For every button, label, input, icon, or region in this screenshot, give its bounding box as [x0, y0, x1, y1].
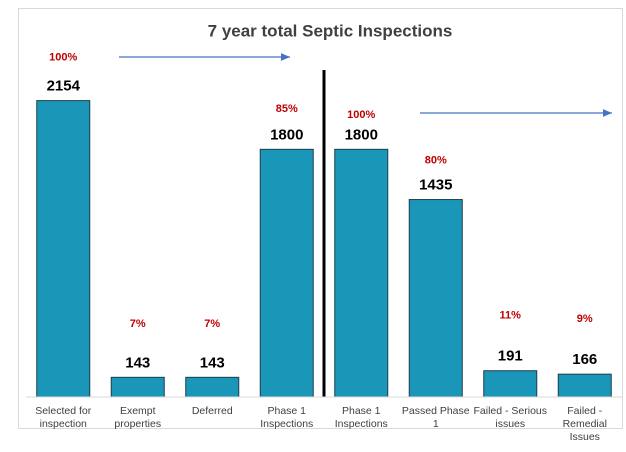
chart-title: 7 year total Septic Inspections: [208, 21, 453, 40]
bar: [110, 376, 165, 398]
data-label: 2154: [47, 78, 81, 95]
bar: [36, 100, 91, 398]
data-label: 166: [572, 351, 597, 368]
annotation: 100%: [347, 109, 375, 121]
data-label: 191: [498, 348, 523, 365]
chart-border: [18, 8, 623, 429]
annotation: 100%: [49, 52, 77, 64]
annotation: 80%: [425, 154, 447, 166]
bar: [185, 376, 240, 398]
bar: [259, 148, 314, 398]
annotation: 11%: [500, 310, 522, 322]
data-label: 1800: [270, 126, 303, 143]
data-label: 1435: [419, 177, 452, 194]
annotation: 85%: [276, 103, 298, 115]
x-tick-label: Deferred: [191, 405, 233, 417]
annotation: 7%: [204, 318, 220, 330]
data-label: 143: [125, 354, 150, 371]
data-label: 1800: [345, 126, 378, 143]
x-tick-label: Failed - Serious issues: [473, 405, 548, 430]
x-tick-label: Passed Phase 1: [401, 405, 470, 430]
data-label: 143: [200, 354, 225, 371]
bar: [557, 373, 612, 398]
bar: [334, 148, 389, 398]
x-tick-label: Selected for inspection: [35, 405, 92, 430]
annotation: 7%: [130, 318, 146, 330]
bar: [408, 199, 463, 398]
x-tick-label: Failed - Remedial Issues: [562, 405, 607, 443]
x-tick-label: Exempt properties: [114, 405, 162, 430]
annotation: 9%: [577, 313, 593, 325]
bar: [483, 370, 538, 398]
x-tick-label: Phase 1 Inspections: [334, 405, 388, 430]
x-tick-label: Phase 1 Inspections: [260, 405, 314, 430]
